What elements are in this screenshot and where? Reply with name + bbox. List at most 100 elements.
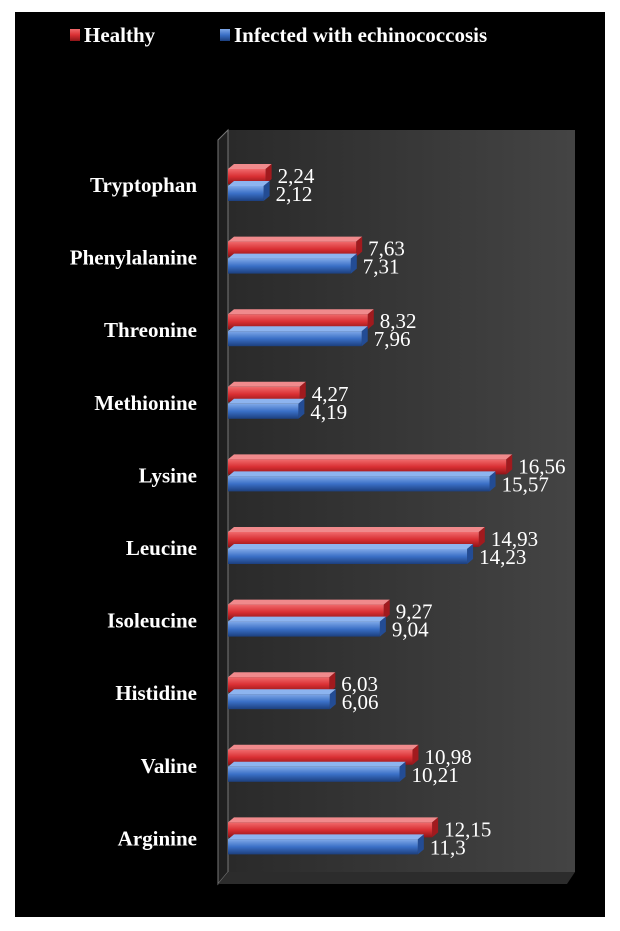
bar-end-face xyxy=(399,761,406,782)
category-label: Tryptophan xyxy=(90,173,197,197)
bar-front-face xyxy=(228,476,490,492)
category-label: Leucine xyxy=(126,536,197,560)
bars xyxy=(228,164,513,855)
category-label: Isoleucine xyxy=(107,609,197,633)
bar-top-face xyxy=(228,744,419,750)
bar-end-face xyxy=(361,326,368,347)
legend-swatch-1 xyxy=(220,29,230,41)
bar-end-face xyxy=(412,744,419,765)
bar-top-face xyxy=(228,253,357,259)
bar-top-face xyxy=(228,689,336,695)
bar-end-face xyxy=(432,817,439,838)
bar-healthy xyxy=(228,599,390,620)
chart-frame: Healthy Infected with echinococcosis Tryp… xyxy=(15,12,605,917)
data-label-healthy: 12,15 xyxy=(444,817,491,841)
bar-infected xyxy=(228,544,474,564)
bar-top-face xyxy=(228,236,363,242)
bar-infected xyxy=(228,181,270,201)
bar-end-face xyxy=(265,164,272,184)
bar-top-face xyxy=(228,181,270,186)
bar-top-face xyxy=(228,527,485,532)
category-label: Arginine xyxy=(118,826,197,850)
bar-healthy xyxy=(228,454,513,475)
bar-end-face xyxy=(329,689,336,710)
data-label-infected: 6,06 xyxy=(342,690,379,714)
bar-top-face xyxy=(228,471,496,477)
data-label-healthy: 7,63 xyxy=(368,237,405,261)
bar-top-face xyxy=(228,381,306,387)
bar-end-face xyxy=(417,834,424,855)
bar-front-face xyxy=(228,459,507,475)
bar-end-face xyxy=(489,471,496,492)
bar-infected xyxy=(228,616,386,637)
bar-top-face xyxy=(228,326,368,332)
legend-label-0: Healthy xyxy=(84,23,156,47)
bar-infected xyxy=(228,761,406,782)
bar-top-face xyxy=(228,454,513,460)
bar-healthy xyxy=(228,309,374,330)
bar-front-face xyxy=(228,621,380,637)
bar-end-face xyxy=(383,599,390,620)
category-label: Threonine xyxy=(104,318,197,342)
bar-top-face xyxy=(228,672,336,678)
category-label: Lysine xyxy=(139,463,197,487)
legend-label-1: Infected with echinococcosis xyxy=(234,23,487,47)
legend-swatch-0 xyxy=(70,29,80,41)
bar-front-face xyxy=(228,331,362,347)
bar-infected xyxy=(228,471,496,492)
bar-top-face xyxy=(228,616,386,622)
bar-infected xyxy=(228,398,305,419)
bar-healthy xyxy=(228,381,306,402)
bar-healthy xyxy=(228,817,439,838)
bar-front-face xyxy=(228,549,468,564)
bar-infected xyxy=(228,326,368,347)
bar-top-face xyxy=(228,761,406,767)
bar-front-face xyxy=(228,766,400,782)
data-label-healthy: 14,93 xyxy=(491,527,538,551)
bar-front-face xyxy=(228,822,433,838)
data-label-infected: 2,12 xyxy=(276,182,313,206)
bar-infected xyxy=(228,689,336,710)
bar-end-face xyxy=(478,527,485,547)
bar-top-face xyxy=(228,398,305,404)
bar-front-face xyxy=(228,403,299,419)
bar-end-face xyxy=(298,398,305,419)
data-label-healthy: 10,98 xyxy=(424,745,471,769)
category-label: Histidine xyxy=(115,681,197,705)
data-label-infected: 9,04 xyxy=(392,618,429,642)
bar-front-face xyxy=(228,677,330,693)
bar-end-face xyxy=(299,381,306,402)
value-labels: 2,242,12 7,637,31 8,327,96 4,274,19 16,5615,… xyxy=(276,164,566,859)
bar-healthy xyxy=(228,672,336,693)
bar-end-face xyxy=(379,616,386,637)
bar-front-face xyxy=(228,314,368,330)
bar-infected xyxy=(228,253,357,274)
category-label: Methionine xyxy=(94,391,197,415)
bar-infected xyxy=(228,834,424,855)
bar-chart: Healthy Infected with echinococcosis Tryp… xyxy=(70,23,575,886)
legend: Healthy Infected with echinococcosis xyxy=(70,23,487,47)
bar-top-face xyxy=(228,544,474,549)
bar-front-face xyxy=(228,749,413,765)
data-label-infected: 11,3 xyxy=(430,835,466,859)
category-labels: Tryptophan Phenylalanine Threonine Methioni… xyxy=(70,173,198,850)
bar-end-face xyxy=(506,454,513,475)
bar-healthy xyxy=(228,744,419,765)
data-label-healthy: 2,24 xyxy=(278,164,315,188)
bar-healthy xyxy=(228,236,363,257)
bar-healthy xyxy=(228,527,485,547)
bar-front-face xyxy=(228,386,300,402)
bar-end-face xyxy=(329,672,336,693)
bar-front-face xyxy=(228,532,479,547)
bar-front-face xyxy=(228,241,357,257)
bar-front-face xyxy=(228,258,351,274)
bar-front-face xyxy=(228,839,418,855)
data-label-infected: 10,21 xyxy=(412,763,459,787)
bar-top-face xyxy=(228,817,439,823)
bar-end-face xyxy=(263,181,270,201)
bar-top-face xyxy=(228,164,272,169)
data-label-infected: 7,96 xyxy=(374,327,411,351)
bar-healthy xyxy=(228,164,272,184)
plot-side-wall xyxy=(217,128,229,886)
bar-front-face xyxy=(228,186,264,201)
